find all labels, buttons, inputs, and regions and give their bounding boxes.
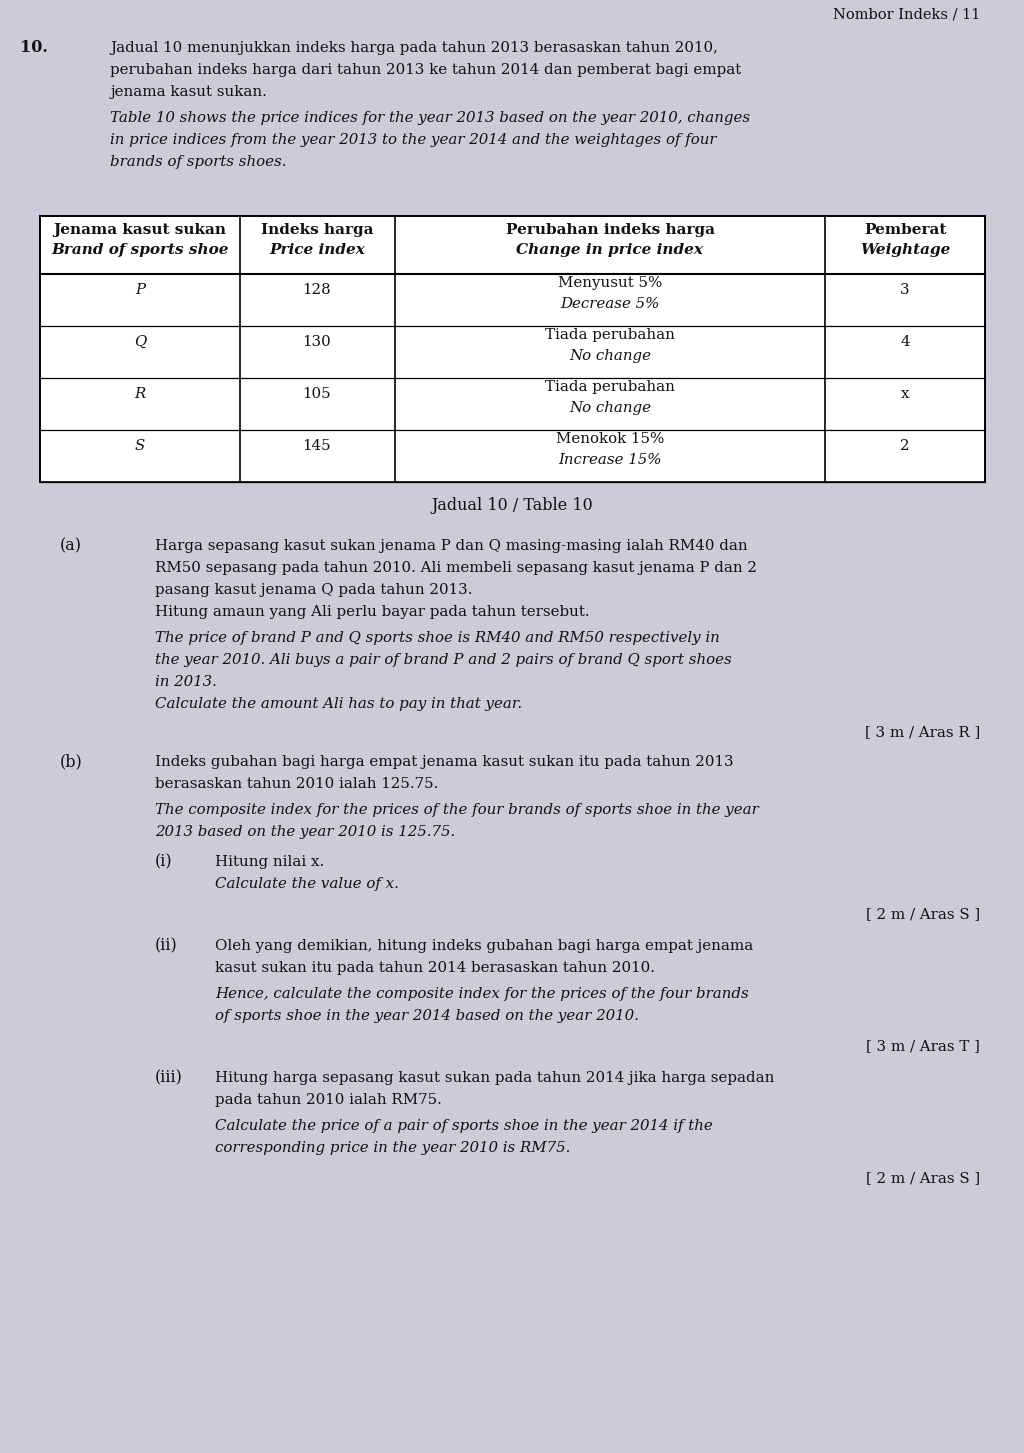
Text: 128: 128 [303,283,332,296]
Text: Harga sepasang kasut sukan jenama P dan Q masing-masing ialah RM40 dan: Harga sepasang kasut sukan jenama P dan … [155,539,748,554]
Text: [ 2 m / Aras S ]: [ 2 m / Aras S ] [866,907,980,921]
Text: Jenama kasut sukan: Jenama kasut sukan [53,222,226,237]
Text: (ii): (ii) [155,937,178,955]
Text: R: R [134,386,145,401]
Text: Oleh yang demikian, hitung indeks gubahan bagi harga empat jenama: Oleh yang demikian, hitung indeks gubaha… [215,939,754,953]
Text: Price index: Price index [269,243,365,257]
Text: Q: Q [134,336,146,349]
Text: Hence, calculate the composite index for the prices of the four brands: Hence, calculate the composite index for… [215,987,749,1001]
Text: [ 2 m / Aras S ]: [ 2 m / Aras S ] [866,1171,980,1186]
Text: Tiada perubahan: Tiada perubahan [545,381,675,394]
Text: Table 10 shows the price indices for the year 2013 based on the year 2010, chang: Table 10 shows the price indices for the… [110,110,751,125]
Text: 2013 based on the year 2010 is 125.75.: 2013 based on the year 2010 is 125.75. [155,825,456,838]
Text: (i): (i) [155,853,173,870]
Text: brands of sports shoes.: brands of sports shoes. [110,155,287,169]
Text: 105: 105 [303,386,332,401]
Text: 130: 130 [303,336,332,349]
Text: jenama kasut sukan.: jenama kasut sukan. [110,84,267,99]
Text: Decrease 5%: Decrease 5% [560,296,659,311]
Text: Indeks gubahan bagi harga empat jenama kasut sukan itu pada tahun 2013: Indeks gubahan bagi harga empat jenama k… [155,756,733,769]
Text: The composite index for the prices of the four brands of sports shoe in the year: The composite index for the prices of th… [155,804,759,817]
Text: No change: No change [569,401,651,416]
Text: perubahan indeks harga dari tahun 2013 ke tahun 2014 dan pemberat bagi empat: perubahan indeks harga dari tahun 2013 k… [110,62,741,77]
Text: (a): (a) [60,538,82,554]
Text: P: P [135,283,145,296]
Text: in 2013.: in 2013. [155,676,217,689]
Text: 3: 3 [900,283,909,296]
Text: in price indices from the year 2013 to the year 2014 and the weightages of four: in price indices from the year 2013 to t… [110,134,717,147]
Text: 145: 145 [303,439,332,453]
Text: of sports shoe in the year 2014 based on the year 2010.: of sports shoe in the year 2014 based on… [215,1008,639,1023]
Text: Change in price index: Change in price index [516,243,703,257]
Text: [ 3 m / Aras T ]: [ 3 m / Aras T ] [866,1039,980,1053]
Text: kasut sukan itu pada tahun 2014 berasaskan tahun 2010.: kasut sukan itu pada tahun 2014 berasask… [215,960,655,975]
Text: x: x [901,386,909,401]
Text: (iii): (iii) [155,1069,183,1085]
Text: Jadual 10 menunjukkan indeks harga pada tahun 2013 berasaskan tahun 2010,: Jadual 10 menunjukkan indeks harga pada … [110,41,718,55]
Text: Nombor Indeks / 11: Nombor Indeks / 11 [833,7,980,20]
Text: Hitung harga sepasang kasut sukan pada tahun 2014 jika harga sepadan: Hitung harga sepasang kasut sukan pada t… [215,1071,774,1085]
Text: Menokok 15%: Menokok 15% [556,432,665,446]
Text: The price of brand P and Q sports shoe is RM40 and RM50 respectively in: The price of brand P and Q sports shoe i… [155,631,720,645]
Text: Calculate the amount Ali has to pay in that year.: Calculate the amount Ali has to pay in t… [155,697,522,711]
Text: berasaskan tahun 2010 ialah 125.75.: berasaskan tahun 2010 ialah 125.75. [155,777,438,790]
Text: 4: 4 [900,336,909,349]
Text: Brand of sports shoe: Brand of sports shoe [51,243,228,257]
Text: the year 2010. Ali buys a pair of brand P and 2 pairs of brand Q sport shoes: the year 2010. Ali buys a pair of brand … [155,652,732,667]
Text: Indeks harga: Indeks harga [261,222,374,237]
Text: pasang kasut jenama Q pada tahun 2013.: pasang kasut jenama Q pada tahun 2013. [155,583,472,597]
Text: Jadual 10 / Table 10: Jadual 10 / Table 10 [431,497,593,514]
Text: 2: 2 [900,439,909,453]
Text: 10.: 10. [20,39,48,57]
Text: Hitung nilai x.: Hitung nilai x. [215,854,325,869]
Text: Pemberat: Pemberat [864,222,946,237]
Text: Hitung amaun yang Ali perlu bayar pada tahun tersebut.: Hitung amaun yang Ali perlu bayar pada t… [155,604,590,619]
Text: [ 3 m / Aras R ]: [ 3 m / Aras R ] [864,725,980,740]
Text: Calculate the value of x.: Calculate the value of x. [215,878,399,891]
Text: Increase 15%: Increase 15% [558,453,662,466]
Text: (b): (b) [60,753,83,770]
Text: No change: No change [569,349,651,363]
Text: Weightage: Weightage [860,243,950,257]
Text: Tiada perubahan: Tiada perubahan [545,328,675,341]
Text: pada tahun 2010 ialah RM75.: pada tahun 2010 ialah RM75. [215,1093,442,1107]
Text: Calculate the price of a pair of sports shoe in the year 2014 if the: Calculate the price of a pair of sports … [215,1119,713,1133]
Text: S: S [135,439,145,453]
Text: RM50 sepasang pada tahun 2010. Ali membeli sepasang kasut jenama P dan 2: RM50 sepasang pada tahun 2010. Ali membe… [155,561,757,575]
Bar [40,216,985,482]
Text: Menyusut 5%: Menyusut 5% [558,276,663,291]
Text: Perubahan indeks harga: Perubahan indeks harga [506,222,715,237]
Text: corresponding price in the year 2010 is RM75.: corresponding price in the year 2010 is … [215,1141,570,1155]
